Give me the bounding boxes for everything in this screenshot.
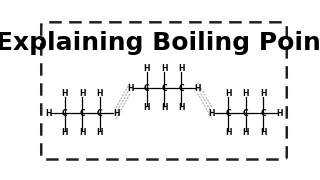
Text: C: C: [226, 109, 231, 118]
Text: H: H: [276, 109, 283, 118]
Text: Explaining Boiling Point: Explaining Boiling Point: [0, 31, 320, 55]
Text: C: C: [179, 84, 184, 93]
Text: H: H: [61, 89, 68, 98]
Text: H: H: [127, 84, 133, 93]
Text: H: H: [96, 128, 103, 137]
Text: H: H: [161, 64, 167, 73]
Text: H: H: [243, 89, 249, 98]
Text: H: H: [225, 128, 232, 137]
Text: H: H: [178, 103, 185, 112]
Text: H: H: [143, 64, 150, 73]
Text: C: C: [243, 109, 249, 118]
Text: H: H: [143, 103, 150, 112]
Text: H: H: [209, 109, 215, 118]
Text: H: H: [161, 103, 167, 112]
Text: H: H: [79, 128, 85, 137]
Text: C: C: [97, 109, 102, 118]
Text: H: H: [61, 128, 68, 137]
Text: H: H: [260, 89, 267, 98]
Text: H: H: [260, 128, 267, 137]
Text: H: H: [79, 89, 85, 98]
Text: H: H: [113, 109, 119, 118]
Text: H: H: [225, 89, 232, 98]
Text: H: H: [243, 128, 249, 137]
Text: C: C: [62, 109, 68, 118]
Text: H: H: [96, 89, 103, 98]
Text: C: C: [260, 109, 266, 118]
Text: H: H: [195, 84, 201, 93]
Text: C: C: [161, 84, 167, 93]
Text: C: C: [79, 109, 85, 118]
Text: H: H: [45, 109, 52, 118]
Text: H: H: [178, 64, 185, 73]
Text: C: C: [144, 84, 149, 93]
